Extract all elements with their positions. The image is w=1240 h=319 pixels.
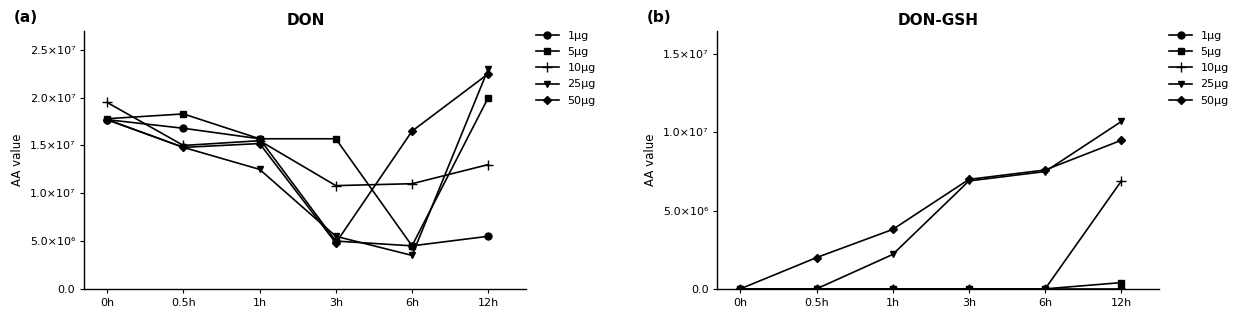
Line: 5μg: 5μg <box>104 94 492 249</box>
5μg <box>404 244 419 248</box>
50μg <box>1114 138 1128 142</box>
Line: 10μg: 10μg <box>103 98 494 190</box>
Line: 50μg: 50μg <box>738 137 1125 292</box>
Y-axis label: AA value: AA value <box>11 134 24 186</box>
5μg <box>329 137 343 141</box>
10μg <box>176 144 191 147</box>
50μg <box>961 177 976 181</box>
1μg <box>99 118 114 122</box>
Title: DON-GSH: DON-GSH <box>898 13 978 28</box>
25μg <box>99 118 114 122</box>
1μg <box>404 244 419 248</box>
5μg <box>961 287 976 291</box>
25μg <box>733 287 748 291</box>
Text: (b): (b) <box>647 10 671 25</box>
1μg <box>1114 287 1128 291</box>
25μg <box>961 179 976 183</box>
50μg <box>733 287 748 291</box>
Line: 10μg: 10μg <box>735 176 1126 294</box>
50μg <box>329 241 343 245</box>
Line: 25μg: 25μg <box>737 118 1125 292</box>
1μg <box>176 126 191 130</box>
10μg <box>99 100 114 104</box>
10μg <box>808 287 823 291</box>
5μg <box>176 112 191 116</box>
25μg <box>252 167 267 171</box>
1μg <box>1038 287 1053 291</box>
10μg <box>1038 287 1053 291</box>
25μg <box>885 253 900 256</box>
1μg <box>885 287 900 291</box>
10μg <box>252 139 267 143</box>
5μg <box>481 96 496 100</box>
50μg <box>808 256 823 259</box>
10μg <box>1114 179 1128 183</box>
50μg <box>176 145 191 149</box>
25μg <box>1038 170 1053 174</box>
Line: 50μg: 50μg <box>104 71 491 246</box>
50μg <box>404 129 419 133</box>
Line: 1μg: 1μg <box>104 116 492 249</box>
10μg <box>733 287 748 291</box>
Text: (a): (a) <box>14 10 37 25</box>
10μg <box>329 184 343 188</box>
50μg <box>885 227 900 231</box>
Line: 5μg: 5μg <box>737 279 1125 292</box>
5μg <box>885 287 900 291</box>
25μg <box>481 67 496 71</box>
5μg <box>1114 281 1128 285</box>
Line: 25μg: 25μg <box>104 65 492 259</box>
50μg <box>1038 168 1053 172</box>
5μg <box>808 287 823 291</box>
10μg <box>481 163 496 167</box>
5μg <box>733 287 748 291</box>
1μg <box>329 239 343 243</box>
1μg <box>961 287 976 291</box>
25μg <box>176 145 191 149</box>
5μg <box>1038 287 1053 291</box>
50μg <box>481 72 496 76</box>
5μg <box>99 117 114 121</box>
10μg <box>885 287 900 291</box>
Y-axis label: AA value: AA value <box>645 134 657 186</box>
1μg <box>481 234 496 238</box>
1μg <box>733 287 748 291</box>
10μg <box>961 287 976 291</box>
Title: DON: DON <box>286 13 325 28</box>
Legend: 1μg, 5μg, 10μg, 25μg, 50μg: 1μg, 5μg, 10μg, 25μg, 50μg <box>537 31 595 106</box>
Line: 1μg: 1μg <box>737 286 1125 292</box>
50μg <box>99 118 114 122</box>
25μg <box>808 287 823 291</box>
25μg <box>1114 120 1128 123</box>
1μg <box>252 137 267 141</box>
5μg <box>252 137 267 141</box>
Legend: 1μg, 5μg, 10μg, 25μg, 50μg: 1μg, 5μg, 10μg, 25μg, 50μg <box>1169 31 1229 106</box>
25μg <box>329 234 343 238</box>
50μg <box>252 142 267 145</box>
25μg <box>404 254 419 257</box>
10μg <box>404 182 419 186</box>
1μg <box>808 287 823 291</box>
